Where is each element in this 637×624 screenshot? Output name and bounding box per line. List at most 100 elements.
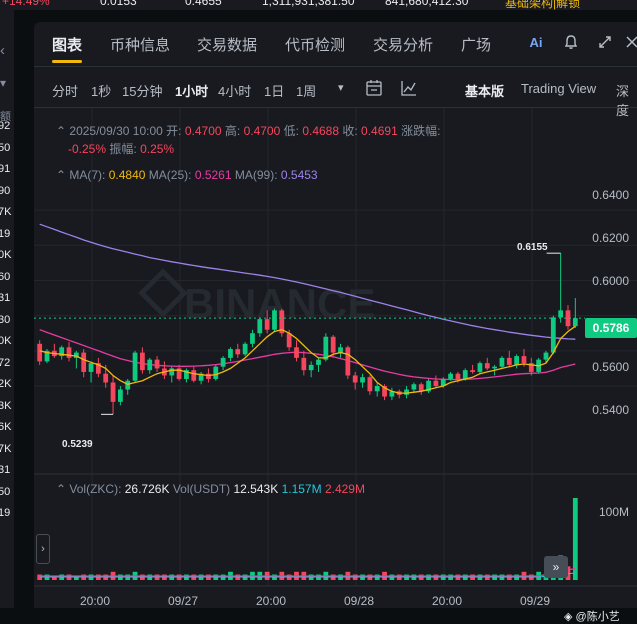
ohlc-open: 0.4700 — [184, 124, 222, 138]
view-basic[interactable]: 基本版 — [465, 84, 505, 99]
candle-body — [176, 368, 182, 379]
tab-token-check[interactable]: 代币检测 — [285, 37, 346, 54]
view-depth[interactable]: 深度 — [616, 84, 630, 118]
candlestick-chart[interactable]: BINANCE — [34, 108, 637, 608]
candle-body — [477, 363, 483, 372]
ohlc-row-2: -0.25% 振幅: 0.25% — [68, 140, 174, 157]
tf-1d[interactable]: 1日 — [264, 84, 285, 99]
candle-body — [470, 370, 475, 372]
candle-body — [514, 356, 520, 365]
candle-body — [462, 370, 468, 379]
tab-chart[interactable]: 图表 — [52, 37, 83, 54]
tf-time-share[interactable]: 分时 — [52, 84, 79, 99]
indicator-icon[interactable] — [400, 79, 418, 97]
scroll-to-latest-button[interactable]: » — [544, 556, 568, 578]
diamond-icon: ◈ — [564, 611, 573, 623]
vol-zkc-value: 26.726K — [124, 482, 170, 496]
candle-body — [235, 349, 241, 355]
left-value: 50 — [0, 141, 11, 154]
candle-body — [279, 310, 285, 334]
candle-body — [418, 384, 424, 392]
left-value: 19 — [0, 507, 11, 519]
bell-icon[interactable] — [562, 34, 580, 52]
chart-panel: 图表 币种信息 交易数据 代币检测 交易分析 广场 Ai 分时 1秒 15分钟 … — [34, 22, 637, 623]
ma25-label: MA(25): — [148, 168, 192, 182]
candle-body — [389, 391, 395, 397]
candle-body — [59, 347, 65, 357]
candle-body — [448, 373, 453, 379]
y-tick-label: 0.5600 — [592, 360, 629, 374]
tf-more-dropdown[interactable]: ▾ — [338, 82, 344, 94]
left-value: 31 — [0, 292, 11, 304]
low-annotation: 0.5239 — [62, 439, 93, 450]
ohlc-low: 0.4688 — [302, 124, 340, 138]
candle-body — [294, 347, 299, 358]
tabs-divider — [34, 66, 637, 67]
candle-body — [169, 368, 175, 376]
candle-body — [228, 349, 233, 358]
candle-body — [88, 363, 94, 372]
left-collapse-icon[interactable]: ‹ — [0, 42, 5, 59]
candle-body — [264, 319, 270, 330]
tab-coin-info[interactable]: 币种信息 — [110, 37, 171, 54]
candle-body — [528, 363, 534, 372]
left-more-icon[interactable]: ▾ — [0, 76, 7, 90]
calendar-icon[interactable] — [365, 79, 383, 97]
tab-square[interactable]: 广场 — [461, 37, 492, 54]
ma99-value: 0.5453 — [280, 168, 318, 182]
ma25-value: 0.5261 — [194, 168, 232, 182]
ohlc-row-1: ⌃ 2025/09/30 10:00 开: 0.4700 高: 0.4700 低… — [56, 122, 440, 139]
vol-usdt-label: Vol(USDT) — [172, 482, 231, 496]
tab-trade-data[interactable]: 交易数据 — [197, 37, 258, 54]
top-tag: 基础架构|解锁 — [505, 0, 581, 10]
left-value: 3K — [0, 399, 12, 412]
candle-body — [110, 382, 116, 402]
candle-body — [73, 352, 79, 358]
left-market-panel: ‹ ▾ 额 92 50 91 90 7K 19 0K 60 31 30 0K 72 2K 3K 6K 7K 31… — [0, 10, 14, 608]
candle-body — [345, 347, 351, 376]
y-tick-label: 0.6200 — [592, 231, 629, 245]
expand-icon[interactable] — [596, 34, 614, 52]
candle-body — [242, 343, 248, 355]
chevron-up-icon[interactable]: ⌃ — [56, 482, 70, 496]
candle-body — [103, 373, 109, 383]
left-value: 19 — [0, 227, 11, 240]
tf-4h[interactable]: 4小时 — [218, 84, 252, 99]
top-value-e: 841,680,412.30 — [385, 0, 469, 8]
ma99-line — [39, 223, 576, 340]
tf-1h[interactable]: 1小时 — [175, 84, 209, 99]
chevron-up-icon[interactable]: ⌃ — [56, 124, 70, 138]
top-value-d: 1,311,931,381.50 — [262, 0, 355, 8]
left-value: 30 — [0, 313, 11, 326]
candle-body — [44, 350, 50, 362]
ma99-label: MA(99): — [234, 168, 278, 182]
chevron-up-icon[interactable]: ⌃ — [56, 168, 70, 182]
candle-body — [455, 373, 461, 379]
left-value: 31 — [0, 464, 11, 476]
view-tradingview[interactable]: Trading View — [521, 81, 597, 96]
left-value: 50 — [0, 485, 11, 498]
tf-15m[interactable]: 15分钟 — [122, 84, 163, 99]
left-value: 0K — [0, 335, 12, 347]
ai-icon[interactable]: Ai — [529, 35, 543, 50]
toolbar-divider — [34, 107, 637, 108]
ohlc-amplitude: 0.25% — [140, 142, 175, 156]
ohlc-low-label: 低: — [283, 124, 299, 138]
top-ticker-strip: +14.49% 0.0153 0.4655 1,311,931,381.50 8… — [0, 0, 637, 10]
candle-body — [492, 366, 497, 369]
tf-1w[interactable]: 1周 — [296, 84, 317, 99]
tab-trade-analysis[interactable]: 交易分析 — [373, 37, 434, 54]
chart-area[interactable]: BINANCE ⌃ 2025/09/30 10:00 开: 0.4700 高: … — [34, 108, 637, 623]
candle-body — [125, 380, 131, 390]
volume-bar — [37, 574, 43, 580]
tf-1s[interactable]: 1秒 — [91, 84, 112, 99]
close-icon[interactable] — [623, 34, 637, 52]
ma7-label: MA(7): — [69, 168, 106, 182]
candle-body — [37, 343, 43, 362]
candle-body — [572, 318, 578, 327]
volume-bar — [51, 577, 57, 580]
ohlc-high: 0.4700 — [243, 124, 281, 138]
candle-body — [147, 359, 153, 371]
left-value: 7K — [0, 206, 12, 218]
expand-left-button[interactable]: › — [36, 534, 50, 564]
